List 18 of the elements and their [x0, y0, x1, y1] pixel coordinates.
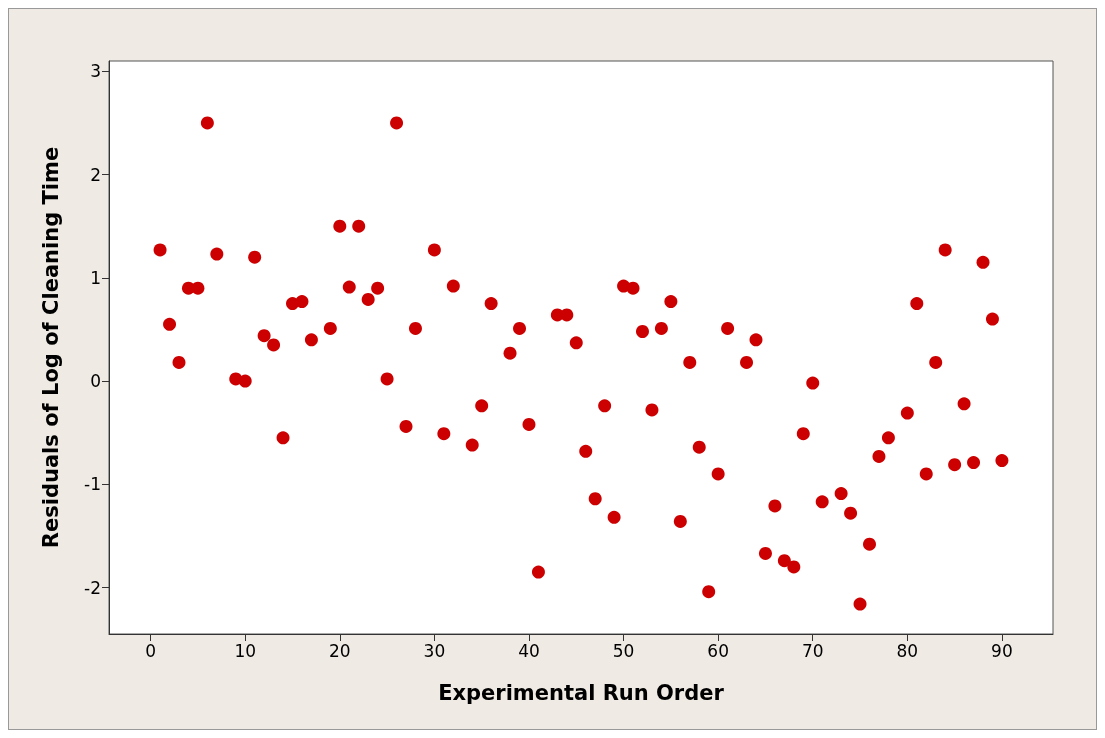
x-tick-label: 20	[328, 640, 351, 661]
x-axis-title: Experimental Run Order	[438, 680, 725, 705]
y-tick-label: -1	[84, 474, 101, 495]
x-tick-label: 30	[423, 640, 446, 661]
x-tick-label: 90	[991, 640, 1013, 661]
y-tick-label: 2	[90, 164, 101, 185]
y-tick-label: 3	[90, 61, 101, 82]
x-tick-label: 80	[896, 640, 919, 661]
y-tick-label: 0	[90, 371, 101, 392]
x-tick-label: 70	[801, 640, 824, 661]
x-tick-label: 50	[612, 640, 635, 661]
y-tick-label: 1	[90, 267, 101, 288]
x-tick-label: 40	[518, 640, 540, 661]
x-tick-label: 10	[234, 640, 257, 661]
x-tick-label: 60	[707, 640, 729, 661]
y-axis-title: Residuals of Log of Cleaning Time	[38, 146, 63, 549]
y-tick-label: -2	[84, 577, 101, 598]
x-tick-label: 0	[145, 640, 157, 661]
